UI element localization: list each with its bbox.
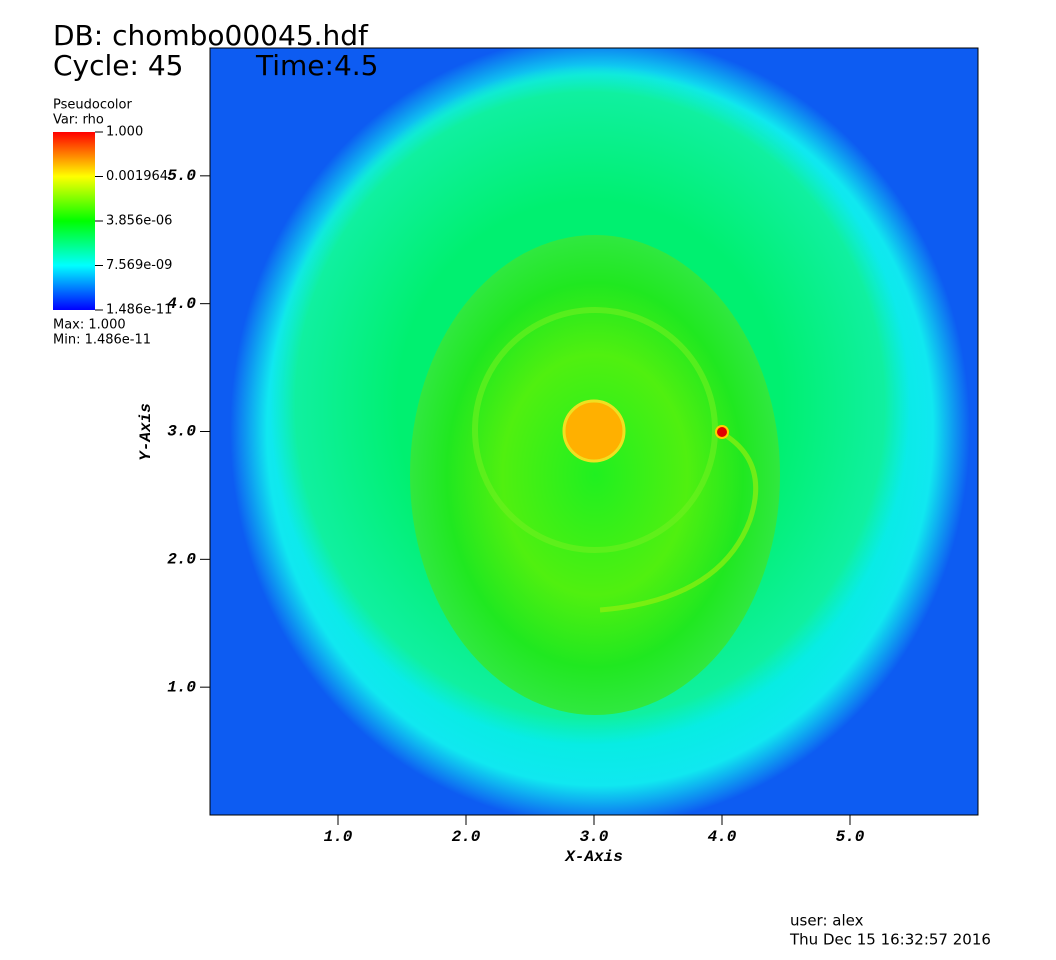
- x-tick-label: 4.0: [708, 828, 737, 846]
- x-tick-label: 1.0: [324, 828, 353, 846]
- colorbar-tick-label: 0.001964: [106, 169, 168, 184]
- x-tick-label: 2.0: [452, 828, 481, 846]
- cycle-label: Cycle: 45: [53, 49, 183, 82]
- db-label: DB: chombo00045.hdf: [53, 19, 369, 52]
- max-label: Max: 1.000: [53, 318, 126, 333]
- time-label: Time:4.5: [255, 49, 379, 82]
- y-tick-label: 3.0: [167, 423, 196, 441]
- y-axis-title: Y-Axis: [137, 403, 155, 461]
- y-tick-label: 1.0: [167, 678, 196, 696]
- x-tick-label: 5.0: [836, 828, 865, 846]
- y-tick-label: 2.0: [167, 551, 196, 569]
- date-label: Thu Dec 15 16:32:57 2016: [789, 931, 991, 949]
- field: [210, 48, 978, 815]
- colorbar-tick-label: 1.486e-11: [106, 303, 172, 318]
- x-tick-label: 3.0: [580, 828, 609, 846]
- x-axis-title: X-Axis: [564, 848, 623, 866]
- legend-title: Pseudocolor: [53, 98, 132, 113]
- colorbar-tick-label: 3.856e-06: [106, 213, 172, 228]
- colorbar-tick-label: 1.000: [106, 125, 143, 140]
- user-label: user: alex: [790, 912, 864, 930]
- colorbar-tick-label: 7.569e-09: [106, 258, 172, 273]
- y-tick-label: 4.0: [167, 295, 196, 313]
- colorbar: [53, 132, 95, 310]
- legend-var: Var: rho: [53, 113, 104, 128]
- min-label: Min: 1.486e-11: [53, 333, 151, 348]
- y-tick-label: 5.0: [167, 167, 196, 185]
